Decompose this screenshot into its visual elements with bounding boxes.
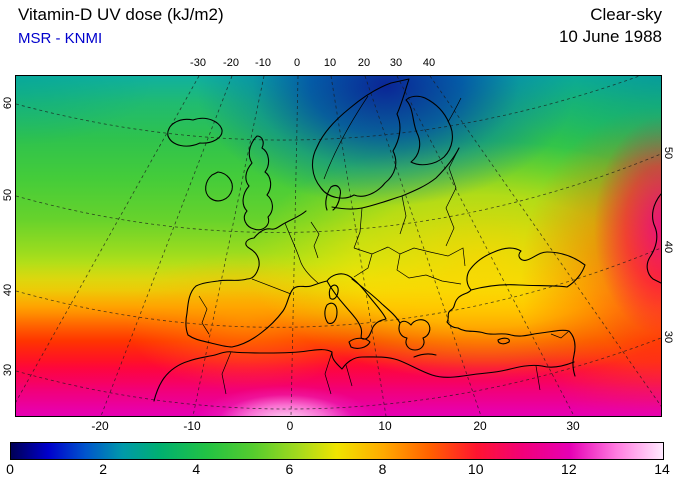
coastline-atlantic-mediterranean — [185, 210, 328, 348]
colorbar — [10, 442, 664, 460]
lat-label-left: 60 — [2, 96, 14, 110]
colorbar-tick-label: 4 — [192, 461, 201, 477]
header-right: Clear-sky 10 June 1988 — [559, 4, 662, 48]
page-title: Vitamin-D UV dose (kJ/m2) — [18, 5, 224, 24]
colorbar-gradient — [11, 443, 663, 459]
lon-label-top: -20 — [223, 57, 239, 69]
coastline-sardinia — [324, 302, 338, 324]
coastline-black-sea — [458, 247, 586, 298]
coastline-crete — [413, 353, 437, 358]
colorbar-tick-label: 0 — [6, 461, 14, 477]
colorbar-tick-label: 14 — [654, 461, 670, 477]
lat-label-left: 50 — [2, 188, 14, 202]
lon-label-bottom: 30 — [566, 419, 580, 433]
coastline-ireland — [205, 171, 233, 202]
lon-label-top: 40 — [422, 57, 436, 69]
coastline-cyprus — [497, 337, 510, 345]
data-source: MSR - KNMI — [18, 30, 103, 47]
coastline-north-africa — [214, 349, 575, 378]
coastline-sicily — [348, 337, 371, 349]
lon-label-top: 30 — [389, 57, 403, 69]
country-borders — [198, 95, 570, 395]
coastline-baltic-south — [331, 195, 403, 210]
map-date: 10 June 1988 — [558, 27, 662, 46]
coastline-denmark — [325, 185, 341, 211]
lon-label-top: 10 — [323, 57, 337, 69]
coastline-baltic-east — [401, 147, 460, 197]
lon-label-bottom: 0 — [286, 419, 294, 433]
coastline-britain — [242, 135, 273, 231]
lat-label-right: 40 — [662, 240, 674, 254]
lon-label-bottom: -10 — [183, 419, 201, 433]
coastline-italy — [326, 273, 387, 340]
colorbar-tick-label: 10 — [467, 461, 484, 477]
map-frame — [15, 75, 662, 417]
coastline-greece — [398, 319, 431, 351]
coastline-scandinavia — [312, 78, 410, 199]
coastlines — [153, 78, 661, 402]
lon-label-top: 0 — [293, 57, 301, 69]
lon-label-top: -30 — [190, 57, 206, 69]
lon-label-bottom: 20 — [473, 419, 487, 433]
coastline-adriatic-balkans — [351, 278, 401, 324]
coastline-corsica — [328, 284, 339, 300]
lat-label-left: 40 — [2, 283, 14, 297]
lon-label-top: -10 — [255, 57, 271, 69]
europe-map-svg — [16, 76, 661, 416]
coastline-iceland — [167, 117, 223, 147]
lon-label-bottom: 10 — [378, 419, 392, 433]
coastline-turkey-south-levant — [457, 327, 576, 377]
coastline-finland — [405, 95, 453, 166]
coastline-morocco-atlantic — [153, 354, 216, 402]
lat-label-right: 30 — [662, 330, 674, 344]
lat-label-right: 50 — [662, 146, 674, 160]
colorbar-tick-label: 6 — [285, 461, 294, 477]
lat-label-left: 30 — [2, 363, 14, 377]
uv-field-gradient — [16, 76, 661, 416]
colorbar-tick-label: 8 — [378, 461, 387, 477]
colorbar-tick-label: 12 — [561, 461, 577, 477]
lon-label-bottom: -20 — [91, 419, 109, 433]
graticule — [16, 76, 661, 416]
sky-condition: Clear-sky — [590, 5, 662, 24]
colorbar-tick-label: 2 — [99, 461, 108, 477]
coastline-caspian — [646, 193, 661, 284]
lon-label-top: 20 — [357, 57, 371, 69]
coastline-west-turkey — [446, 296, 460, 329]
